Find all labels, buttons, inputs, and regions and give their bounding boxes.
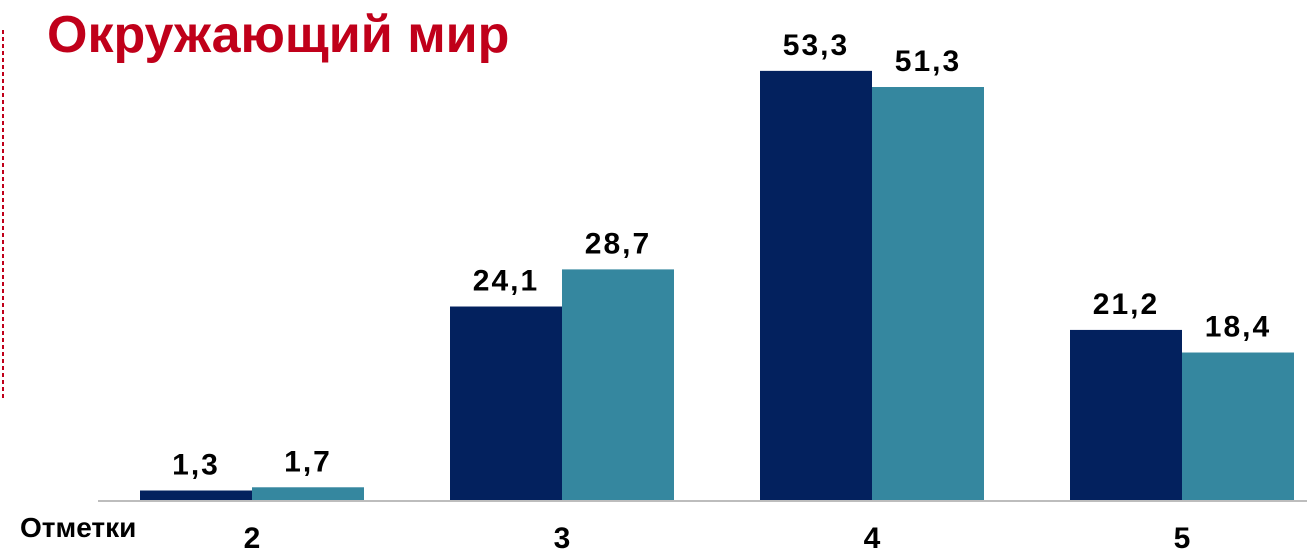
x-axis-title: Отметки — [20, 512, 136, 543]
value-labels-group: 1,3 1,7 24,1 28,7 53,3 51,3 21,2 18,4 — [172, 29, 1271, 482]
data-label-3-series-2: 28,7 — [585, 227, 651, 260]
data-label-2-series-2: 1,7 — [284, 445, 332, 478]
category-label-4: 4 — [864, 522, 881, 551]
bars-group — [140, 70, 1294, 501]
bar-4-series-2 — [872, 87, 984, 501]
data-label-5-series-2: 18,4 — [1205, 311, 1271, 344]
bar-3-series-2 — [562, 269, 674, 501]
data-label-4-series-2: 51,3 — [895, 45, 961, 78]
data-label-3-series-1: 24,1 — [473, 265, 539, 298]
category-labels-group: 2 3 4 5 — [244, 522, 1191, 551]
chart-title: Окружающий мир — [47, 6, 509, 64]
category-label-2: 2 — [244, 522, 261, 551]
bar-3-series-1 — [450, 306, 562, 501]
category-label-3: 3 — [554, 522, 571, 551]
bar-2-series-1 — [140, 490, 252, 501]
bar-4-series-1 — [760, 70, 872, 501]
bar-5-series-2 — [1182, 352, 1294, 501]
bar-5-series-1 — [1070, 329, 1182, 501]
data-label-4-series-1: 53,3 — [783, 29, 849, 62]
category-label-5: 5 — [1174, 522, 1191, 551]
bar-2-series-2 — [252, 487, 364, 501]
data-label-5-series-1: 21,2 — [1093, 288, 1159, 321]
data-label-2-series-1: 1,3 — [172, 449, 220, 482]
